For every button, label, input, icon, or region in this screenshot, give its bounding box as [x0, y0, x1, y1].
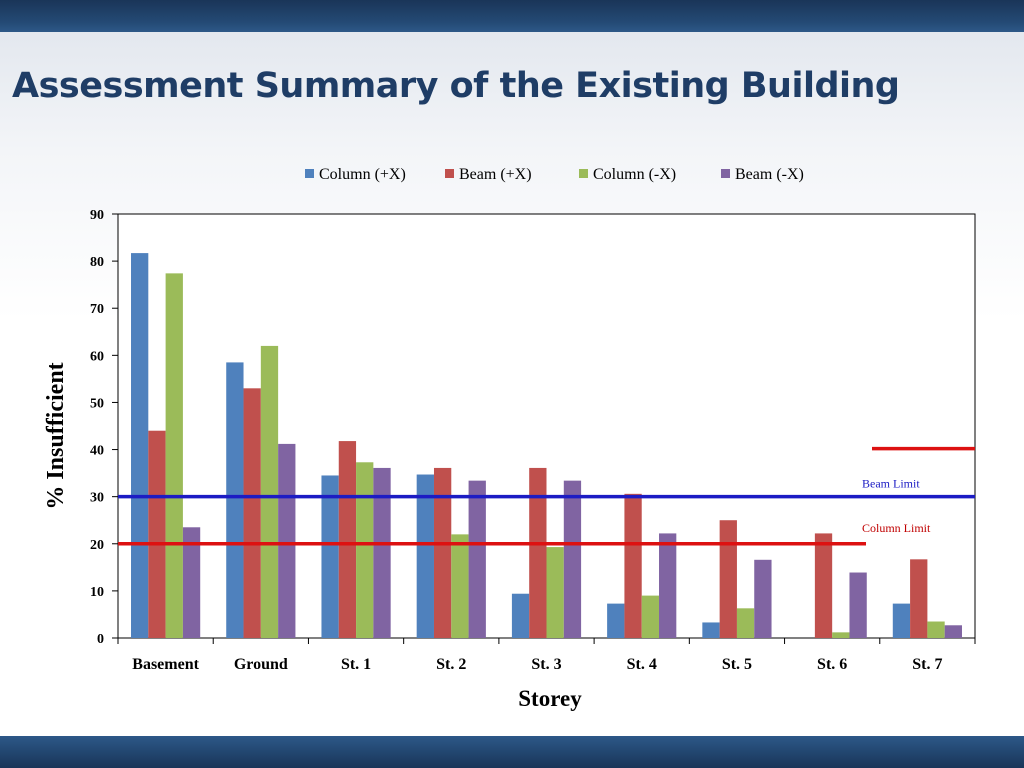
bar-beam-x	[182, 527, 201, 638]
legend-swatch	[721, 169, 730, 178]
bottom-banner	[0, 736, 1024, 768]
bar-column-x	[416, 474, 434, 638]
legend-label: Beam (-X)	[735, 166, 804, 183]
bar-column-x	[832, 632, 850, 638]
y-tick-label: 0	[97, 632, 104, 647]
y-axis: 0 10 20 30 40 50 60 70 80 90	[90, 208, 118, 647]
bar-column-x	[702, 622, 720, 638]
y-tick-label: 10	[90, 585, 104, 600]
bar-beam-x	[338, 441, 357, 638]
y-tick-label: 30	[90, 491, 104, 506]
column-limit-label: Column Limit	[862, 521, 931, 535]
legend-swatch	[305, 169, 314, 178]
legend-label: Beam (+X)	[459, 166, 532, 183]
y-tick-label: 70	[90, 302, 104, 317]
reference-lines: Beam Limit Column Limit	[118, 446, 975, 546]
x-tick-label: St. 5	[722, 656, 752, 673]
legend-swatch	[445, 169, 454, 178]
bar-column-x	[511, 593, 530, 638]
bar-beam-x	[563, 480, 582, 638]
y-axis-title: % Insufficient	[43, 362, 69, 509]
bar-beam-x	[468, 480, 486, 638]
bar-column-x	[226, 362, 244, 638]
bar-beam-x	[910, 559, 928, 638]
bar-column-x	[736, 608, 755, 638]
bar-column-x	[451, 534, 469, 638]
bar-column-x	[356, 462, 374, 638]
bar-beam-x	[278, 443, 296, 638]
y-tick-label: 40	[90, 444, 104, 459]
bar-beam-x	[659, 533, 677, 638]
x-tick-label: St. 4	[627, 656, 657, 673]
bar-column-x	[260, 345, 279, 638]
bar-beam-x	[754, 559, 772, 638]
slide-title: Assessment Summary of the Existing Build…	[12, 66, 900, 106]
y-tick-label: 60	[90, 349, 104, 364]
bar-beam-x	[529, 467, 547, 638]
bar-beam-x	[243, 388, 261, 638]
bar-beam-x	[944, 625, 962, 638]
x-tick-label: Ground	[234, 656, 288, 673]
x-axis: Basement Ground St. 1 St. 2 St. 3 St. 4 St. 5 S…	[117, 638, 976, 673]
legend-label: Column (+X)	[319, 166, 406, 183]
x-tick-label: Basement	[132, 656, 199, 673]
bar-beam-x	[624, 493, 642, 638]
bar-beam-x	[148, 430, 166, 638]
bar-column-x	[546, 547, 564, 638]
y-tick-label: 20	[90, 538, 104, 553]
bar-beam-x	[373, 467, 391, 638]
y-tick-label: 90	[90, 208, 104, 223]
top-banner	[0, 0, 1024, 32]
bar-column-x	[892, 603, 911, 638]
bar-series-group	[131, 253, 962, 638]
x-tick-label: St. 7	[912, 656, 942, 673]
bar-column-x	[927, 621, 945, 638]
bar-column-x	[131, 253, 149, 638]
chart-legend: Column (+X) Beam (+X) Column (-X) Beam (-X)	[305, 166, 804, 183]
bar-column-x	[641, 595, 660, 638]
x-tick-label: St. 1	[341, 656, 371, 673]
x-tick-label: St. 2	[436, 656, 466, 673]
x-tick-label: St. 3	[531, 656, 561, 673]
x-axis-title: Storey	[518, 686, 582, 711]
beam-limit-label: Beam Limit	[862, 477, 920, 491]
legend-swatch	[579, 169, 588, 178]
y-tick-label: 50	[90, 396, 104, 411]
bar-beam-x	[814, 533, 833, 638]
bar-beam-x	[719, 520, 737, 638]
y-tick-label: 80	[90, 255, 104, 270]
bar-column-x	[165, 273, 183, 638]
bar-beam-x	[849, 572, 867, 638]
x-tick-label: St. 6	[817, 656, 847, 673]
bar-beam-x	[433, 467, 452, 638]
bar-column-x	[321, 475, 339, 638]
bar-column-x	[607, 603, 625, 638]
legend-label: Column (-X)	[593, 166, 676, 183]
